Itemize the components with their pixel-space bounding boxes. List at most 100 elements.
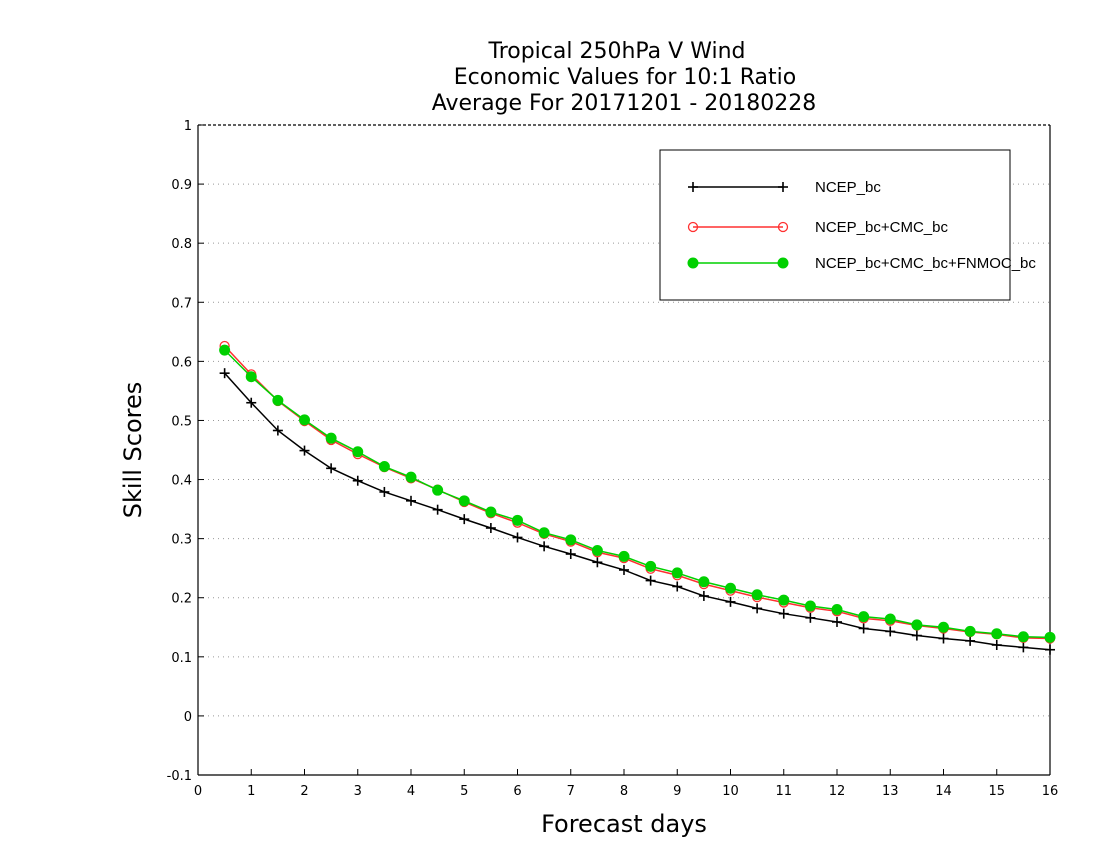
filled-circle-marker [219, 344, 231, 356]
series-line [224, 345, 1051, 640]
plus-marker [379, 486, 390, 497]
y-tick-label: 0.8 [171, 237, 192, 252]
filled-circle-marker [725, 582, 736, 594]
y-tick-label: 0.1 [171, 651, 192, 666]
filled-circle-marker [831, 604, 843, 616]
series-1 [219, 368, 1055, 655]
x-tick-label: 15 [988, 784, 1005, 799]
filled-circle-marker [299, 414, 310, 426]
filled-circle-marker [671, 567, 683, 579]
plus-marker [752, 603, 763, 614]
plus-marker [938, 633, 949, 644]
filled-circle-marker [645, 560, 657, 572]
filled-circle-marker [804, 600, 816, 612]
legend-label: NCEP_bc [815, 179, 881, 196]
plus-marker [672, 581, 683, 592]
series-line [224, 349, 1051, 639]
plus-marker [832, 616, 842, 627]
plus-marker [965, 635, 976, 646]
open-circle-marker [687, 221, 699, 233]
legend-box [659, 149, 1011, 301]
y-axis-ticks: -0.1 0 0.1 0.2 0.3 0.4 0.5 0.6 0.7 0.8 0.9 1 [167, 119, 204, 784]
plus-marker [539, 541, 550, 552]
plus-marker [725, 596, 736, 607]
plus-marker [698, 590, 709, 601]
filled-circle-marker [512, 514, 523, 526]
plus-marker [459, 514, 470, 525]
legend-label: NCEP_bc+CMC_bc [815, 219, 948, 236]
grid-lines [198, 183, 1050, 717]
filled-circle-marker [432, 484, 444, 496]
plus-marker [619, 564, 629, 575]
plus-marker [1045, 644, 1055, 655]
chart-title-line-1: Tropical 250hPa V Wind [487, 39, 745, 64]
plus-marker [778, 182, 788, 192]
filled-circle-marker [565, 534, 577, 546]
plus-marker [778, 608, 789, 619]
plus-marker [911, 630, 922, 641]
filled-circle-marker [245, 371, 257, 383]
x-tick-label: 1 [247, 784, 255, 799]
x-tick-label: 11 [775, 784, 792, 799]
x-axis-ticks: 0 1 2 3 4 5 6 7 8 9 10 11 12 13 14 15 16 [194, 769, 1058, 799]
x-tick-label: 5 [460, 784, 468, 799]
legend-label: NCEP_bc+CMC_bc+FNMOC_bc [815, 255, 1036, 272]
x-tick-label: 4 [407, 784, 415, 799]
y-tick-label: 1 [184, 119, 192, 134]
x-tick-label: 10 [722, 784, 739, 799]
plus-marker [858, 623, 869, 634]
filled-circle-marker [777, 257, 789, 269]
series-group [219, 340, 1056, 655]
plus-marker [1018, 642, 1029, 653]
x-tick-label: 2 [300, 784, 308, 799]
x-tick-label: 8 [620, 784, 628, 799]
filled-circle-marker [591, 544, 603, 556]
filled-circle-marker [485, 506, 497, 518]
series-3 [219, 344, 1056, 643]
chart-title-line-2: Economic Values for 10:1 Ratio [454, 65, 796, 90]
filled-circle-marker [938, 621, 949, 633]
plus-marker [592, 557, 603, 568]
plus-marker [352, 475, 363, 486]
filled-circle-marker [1044, 631, 1056, 643]
plus-marker [432, 504, 443, 515]
plus-marker [299, 445, 310, 456]
y-tick-label: 0.7 [171, 296, 192, 311]
filled-circle-marker [458, 495, 470, 507]
filled-circle-marker [751, 589, 763, 601]
chart-title: Tropical 250hPa V Wind Economic Values f… [432, 39, 817, 116]
filled-circle-marker [991, 628, 1003, 640]
y-tick-label: 0.6 [171, 355, 192, 370]
plus-marker [512, 532, 523, 543]
legend: NCEP_bc NCEP_bc+CMC_bc NCEP_bc+CMC_bc+FNMO… [659, 149, 1036, 301]
plus-marker [326, 463, 337, 474]
filled-circle-marker [325, 432, 337, 444]
filled-circle-marker [687, 257, 699, 269]
plus-marker [688, 182, 698, 192]
y-tick-label: 0.5 [171, 414, 192, 429]
x-tick-label: 13 [882, 784, 899, 799]
filled-circle-marker [1017, 631, 1029, 643]
plus-marker [645, 575, 656, 586]
filled-circle-marker [405, 471, 417, 483]
y-tick-label: 0.2 [171, 592, 192, 607]
filled-circle-marker [378, 461, 390, 473]
x-tick-label: 12 [829, 784, 846, 799]
plus-marker [219, 368, 230, 379]
y-tick-label: 0.9 [171, 178, 192, 193]
plus-marker [485, 523, 496, 533]
y-tick-label: 0 [184, 710, 192, 725]
x-tick-label: 16 [1042, 784, 1059, 799]
x-tick-label: 0 [194, 784, 202, 799]
x-axis-label: Forecast days [541, 810, 707, 838]
y-tick-label: -0.1 [167, 769, 192, 784]
x-tick-label: 3 [354, 784, 362, 799]
plus-marker [272, 425, 283, 436]
filled-circle-marker [858, 611, 870, 623]
plus-marker [246, 397, 257, 408]
filled-circle-marker [272, 394, 284, 406]
chart-title-line-3: Average For 20171201 - 20180228 [432, 91, 817, 116]
y-tick-label: 0.4 [171, 474, 192, 489]
filled-circle-marker [911, 619, 923, 631]
